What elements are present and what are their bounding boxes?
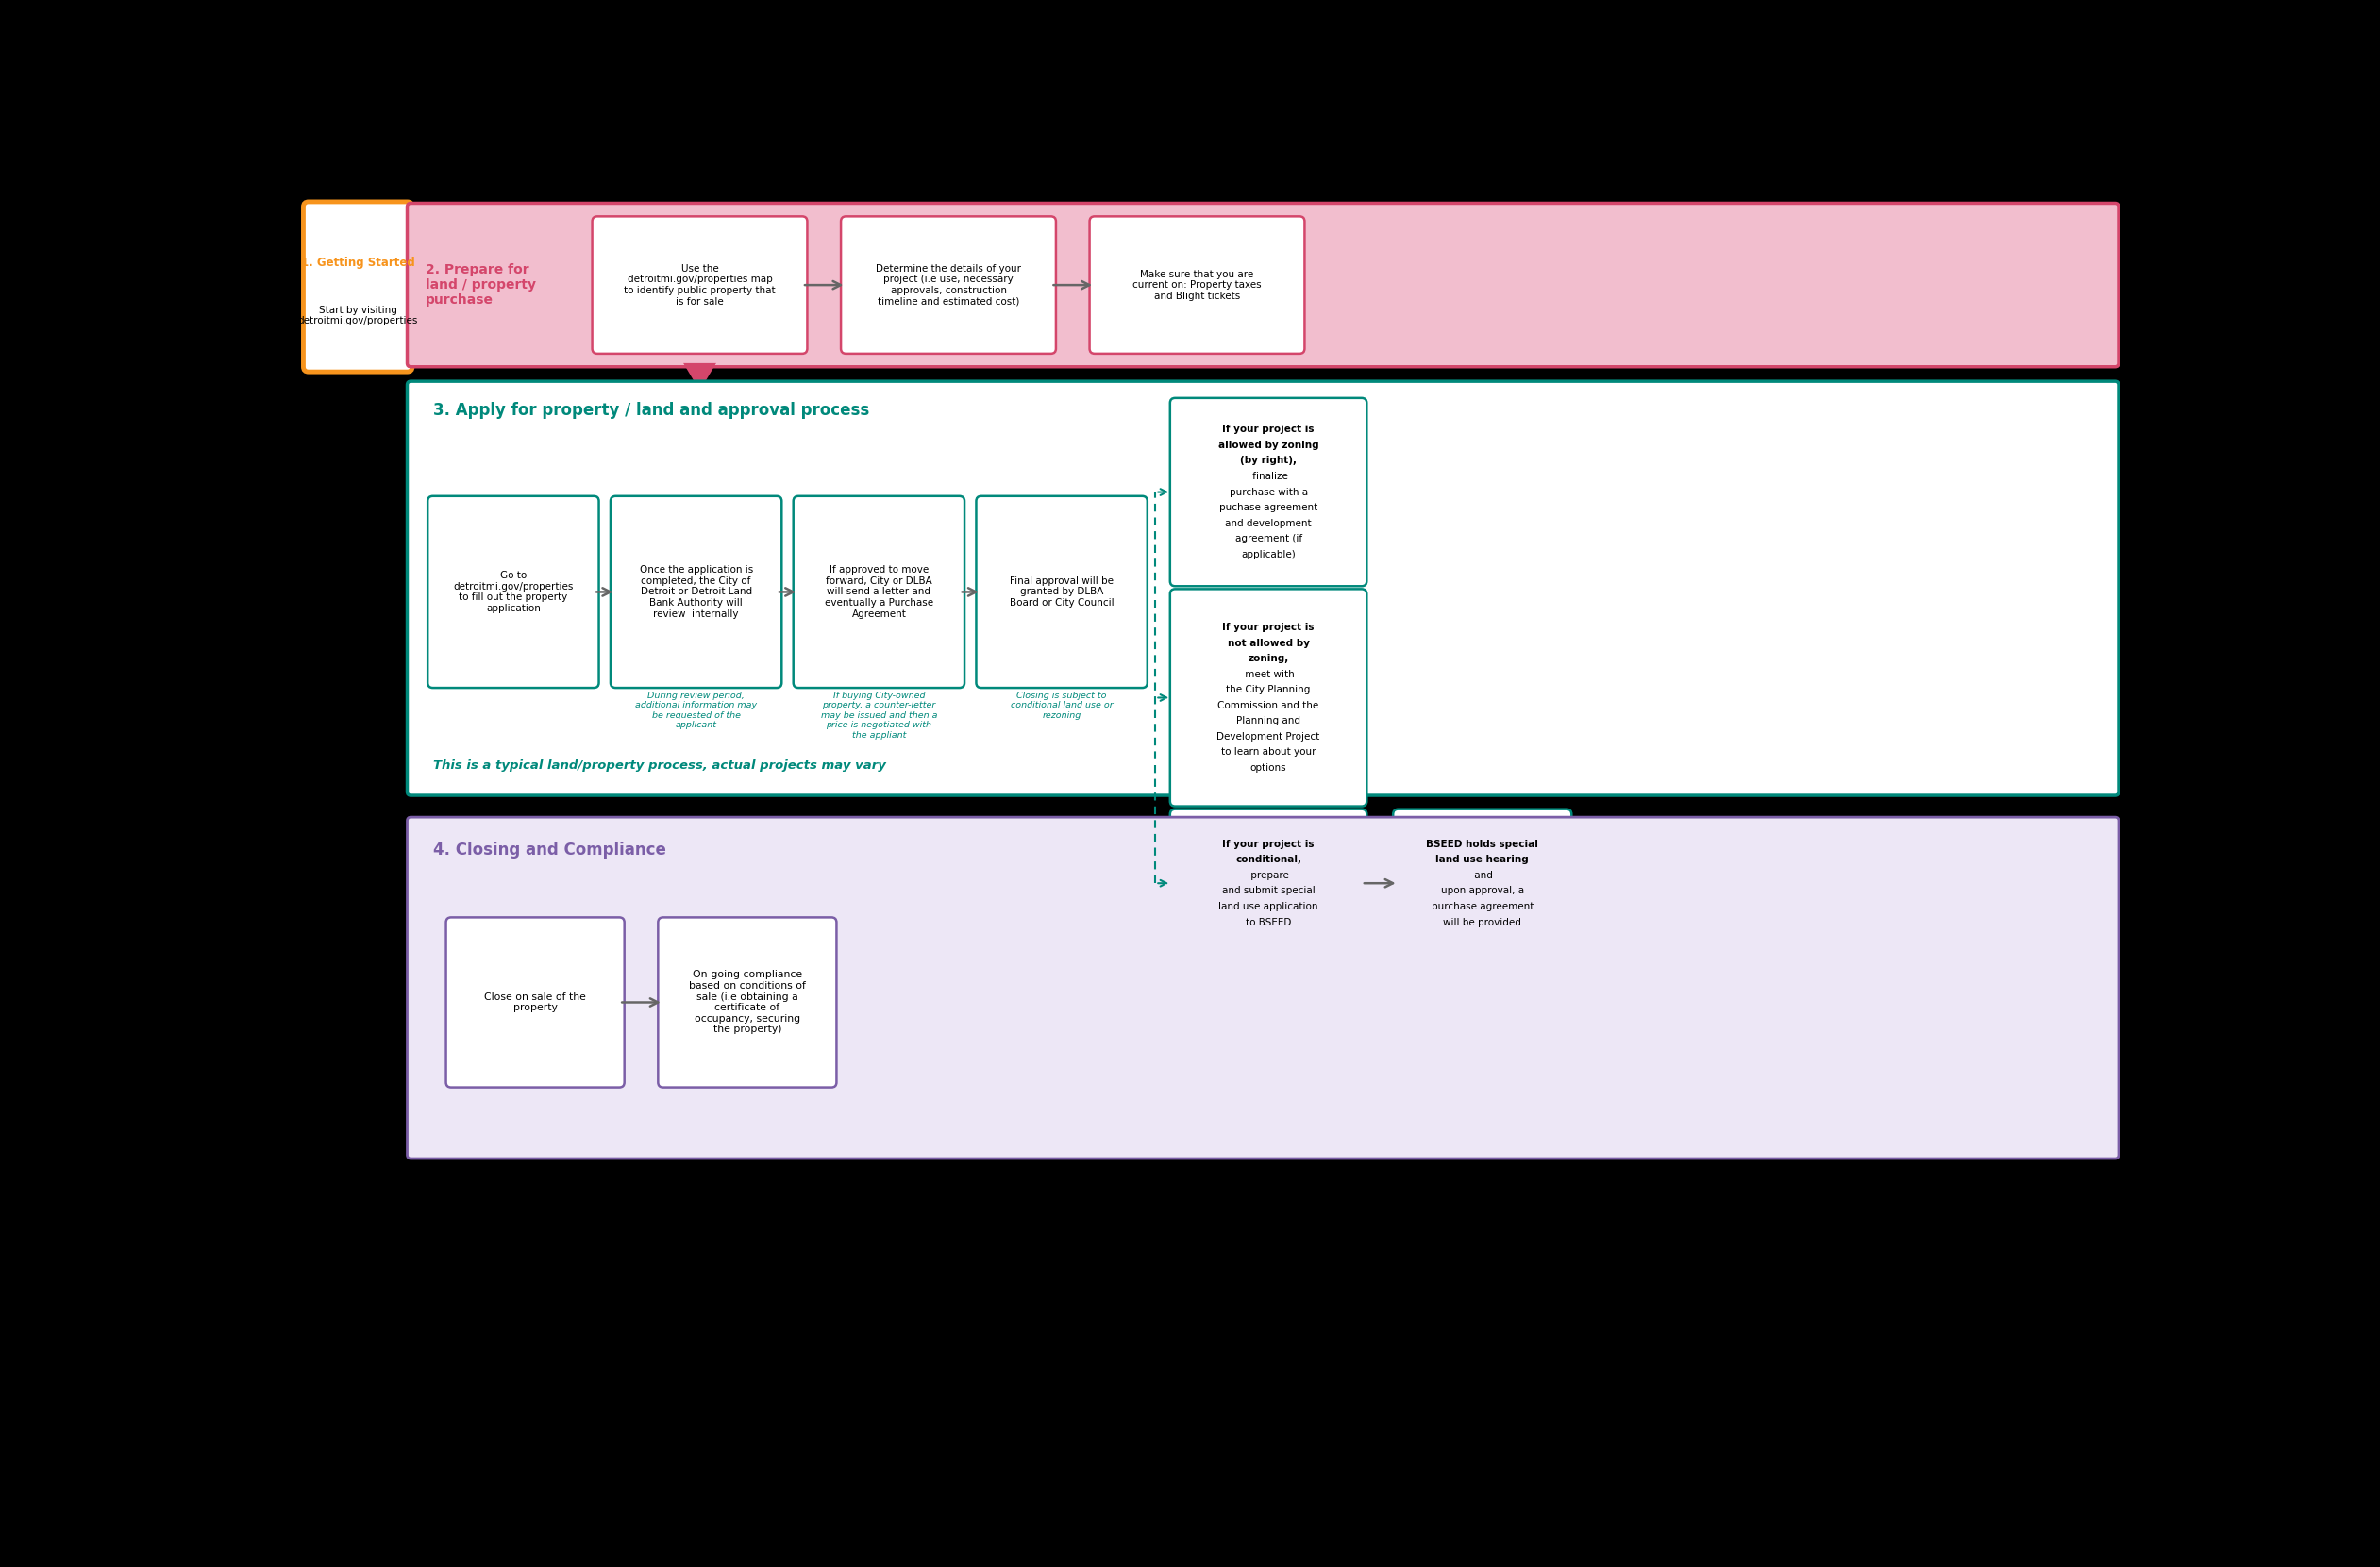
Text: Commission and the: Commission and the — [1219, 700, 1319, 710]
Text: options: options — [1250, 763, 1288, 773]
Text: If buying City-owned
property, a counter-letter
may be issued and then a
price i: If buying City-owned property, a counter… — [821, 691, 938, 740]
Text: If approved to move
forward, City or DLBA
will send a letter and
eventually a Pu: If approved to move forward, City or DLB… — [823, 566, 933, 619]
Text: not allowed by: not allowed by — [1228, 638, 1309, 647]
FancyBboxPatch shape — [1171, 589, 1366, 807]
Text: conditional,: conditional, — [1235, 856, 1302, 865]
Text: to learn about your: to learn about your — [1221, 747, 1316, 757]
Text: puchase agreement: puchase agreement — [1219, 503, 1319, 512]
Text: 2. Prepare for
land / property
purchase: 2. Prepare for land / property purchase — [426, 263, 536, 307]
Text: If your project is: If your project is — [1223, 840, 1314, 849]
Text: Go to
detroitmi.gov/properties
to fill out the property
application: Go to detroitmi.gov/properties to fill o… — [452, 570, 574, 613]
Text: finalize: finalize — [1250, 472, 1288, 481]
FancyBboxPatch shape — [612, 497, 781, 688]
Text: 3. Apply for property / land and approval process: 3. Apply for property / land and approva… — [433, 401, 869, 418]
Text: If your project is: If your project is — [1223, 425, 1314, 434]
Text: Final approval will be
granted by DLBA
Board or City Council: Final approval will be granted by DLBA B… — [1009, 577, 1114, 608]
FancyBboxPatch shape — [428, 497, 600, 688]
Text: purchase with a: purchase with a — [1228, 487, 1307, 497]
Text: Start by visiting
detroitmi.gov/properties: Start by visiting detroitmi.gov/properti… — [298, 306, 419, 326]
Text: land use application: land use application — [1219, 903, 1319, 912]
FancyBboxPatch shape — [1171, 398, 1366, 586]
FancyBboxPatch shape — [793, 497, 964, 688]
Text: BSEED holds special: BSEED holds special — [1426, 840, 1537, 849]
Text: land use hearing: land use hearing — [1435, 856, 1528, 865]
Text: 1. Getting Started: 1. Getting Started — [300, 257, 414, 270]
FancyBboxPatch shape — [407, 816, 2118, 1158]
FancyBboxPatch shape — [840, 216, 1057, 354]
Text: This is a typical land/property process, actual projects may vary: This is a typical land/property process,… — [433, 758, 885, 771]
Text: the City Planning: the City Planning — [1226, 685, 1311, 694]
FancyBboxPatch shape — [1392, 809, 1571, 957]
FancyBboxPatch shape — [407, 381, 2118, 796]
Text: meet with: meet with — [1242, 669, 1295, 679]
Text: purchase agreement: purchase agreement — [1430, 903, 1533, 912]
FancyBboxPatch shape — [593, 216, 807, 354]
Text: and submit special: and submit special — [1221, 887, 1316, 896]
Text: and development: and development — [1226, 519, 1311, 528]
Text: prepare: prepare — [1247, 871, 1290, 881]
FancyBboxPatch shape — [407, 204, 2118, 367]
Text: zoning,: zoning, — [1247, 653, 1290, 663]
Polygon shape — [419, 266, 443, 307]
Text: allowed by zoning: allowed by zoning — [1219, 440, 1319, 450]
Text: and: and — [1471, 871, 1492, 881]
Text: Once the application is
completed, the City of
Detroit or Detroit Land
Bank Auth: Once the application is completed, the C… — [640, 566, 752, 619]
Text: During review period,
additional information may
be requested of the
applicant: During review period, additional informa… — [635, 691, 757, 729]
Text: Use the
detroitmi.gov/properties map
to identify public property that
is for sal: Use the detroitmi.gov/properties map to … — [624, 263, 776, 306]
FancyBboxPatch shape — [302, 202, 412, 371]
Text: On-going compliance
based on conditions of
sale (i.e obtaining a
certificate of
: On-going compliance based on conditions … — [688, 970, 807, 1034]
Polygon shape — [683, 364, 716, 390]
Text: Make sure that you are
current on: Property taxes
and Blight tickets: Make sure that you are current on: Prope… — [1133, 270, 1261, 301]
FancyBboxPatch shape — [1171, 809, 1366, 957]
Text: Development Project: Development Project — [1216, 732, 1321, 741]
Text: 4. Closing and Compliance: 4. Closing and Compliance — [433, 841, 666, 859]
Text: to BSEED: to BSEED — [1245, 918, 1292, 928]
FancyBboxPatch shape — [445, 917, 624, 1087]
Text: upon approval, a: upon approval, a — [1440, 887, 1523, 896]
Text: agreement (if: agreement (if — [1235, 534, 1302, 544]
FancyBboxPatch shape — [976, 497, 1147, 688]
Text: If your project is: If your project is — [1223, 622, 1314, 632]
Text: Planning and: Planning and — [1235, 716, 1299, 726]
Text: applicable): applicable) — [1240, 550, 1295, 559]
FancyBboxPatch shape — [657, 917, 835, 1087]
Text: Close on sale of the
property: Close on sale of the property — [483, 992, 585, 1012]
Text: will be provided: will be provided — [1442, 918, 1521, 928]
Text: Determine the details of your
project (i.e use, necessary
approvals, constructio: Determine the details of your project (i… — [876, 263, 1021, 306]
Text: (by right),: (by right), — [1240, 456, 1297, 465]
FancyBboxPatch shape — [1090, 216, 1304, 354]
Text: Closing is subject to
conditional land use or
rezoning: Closing is subject to conditional land u… — [1011, 691, 1114, 719]
